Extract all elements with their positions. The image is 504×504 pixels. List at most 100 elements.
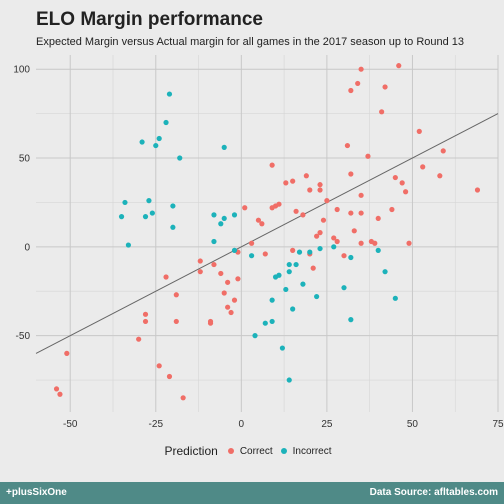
point-correct bbox=[372, 240, 378, 246]
point-incorrect bbox=[348, 254, 354, 261]
point-incorrect bbox=[283, 286, 289, 293]
point-correct bbox=[293, 208, 299, 214]
point-correct bbox=[331, 235, 337, 241]
point-incorrect bbox=[286, 269, 292, 275]
point-incorrect bbox=[170, 203, 176, 209]
point-correct bbox=[163, 274, 169, 280]
point-incorrect bbox=[252, 333, 258, 339]
point-correct bbox=[348, 171, 354, 177]
point-correct bbox=[218, 270, 224, 277]
point-correct bbox=[221, 290, 227, 296]
point-incorrect bbox=[170, 224, 176, 230]
footer-bar: +plusSixOne Data Source: afltables.com bbox=[0, 482, 504, 504]
point-incorrect bbox=[290, 306, 296, 312]
point-correct bbox=[142, 311, 149, 317]
chart-subtitle: Expected Margin versus Actual margin for… bbox=[36, 36, 465, 48]
legend-item-incorrect: Incorrect bbox=[280, 446, 332, 457]
point-correct bbox=[320, 217, 327, 223]
legend-title: Prediction bbox=[164, 444, 218, 458]
scatter-chart: -50 -25 0 25 50 75 -50 0 50 100 bbox=[13, 55, 504, 430]
x-tick-label: 25 bbox=[321, 419, 333, 430]
point-correct bbox=[416, 128, 422, 134]
point-correct bbox=[317, 182, 323, 188]
point-correct bbox=[231, 297, 238, 303]
y-tick-label: 100 bbox=[13, 65, 30, 76]
point-correct bbox=[207, 320, 214, 326]
point-correct bbox=[389, 206, 395, 213]
point-incorrect bbox=[262, 320, 268, 326]
point-incorrect bbox=[139, 139, 145, 145]
point-correct bbox=[283, 180, 289, 186]
point-incorrect bbox=[221, 144, 227, 150]
point-incorrect bbox=[392, 295, 398, 301]
point-correct bbox=[53, 386, 60, 392]
point-correct bbox=[166, 373, 173, 380]
point-incorrect bbox=[348, 317, 354, 323]
x-tick-label: 75 bbox=[492, 419, 504, 430]
footer-brand: +plusSixOne bbox=[6, 487, 67, 498]
point-correct bbox=[392, 174, 398, 181]
point-correct bbox=[379, 109, 385, 115]
point-incorrect bbox=[221, 215, 227, 222]
point-correct bbox=[375, 215, 381, 222]
point-incorrect bbox=[231, 212, 238, 218]
trend-line bbox=[35, 113, 499, 354]
point-incorrect bbox=[249, 253, 255, 259]
point-incorrect bbox=[296, 249, 303, 255]
point-incorrect bbox=[156, 135, 162, 142]
point-incorrect bbox=[153, 142, 159, 149]
point-incorrect bbox=[286, 377, 292, 383]
point-correct bbox=[365, 153, 371, 159]
legend-label-correct: Correct bbox=[239, 445, 273, 457]
point-correct bbox=[310, 265, 316, 271]
point-incorrect bbox=[211, 238, 217, 245]
point-incorrect bbox=[211, 212, 217, 218]
point-correct bbox=[334, 238, 340, 245]
point-incorrect bbox=[317, 245, 323, 252]
point-incorrect bbox=[122, 199, 128, 206]
point-incorrect bbox=[293, 261, 299, 268]
legend-dot-correct bbox=[227, 448, 234, 454]
point-correct bbox=[358, 66, 364, 72]
x-tick-label: -50 bbox=[63, 419, 78, 430]
point-correct bbox=[180, 395, 186, 401]
point-correct bbox=[351, 228, 357, 234]
point-correct bbox=[255, 217, 262, 223]
point-correct bbox=[307, 187, 313, 193]
point-correct bbox=[406, 240, 412, 246]
point-incorrect bbox=[276, 272, 282, 278]
point-incorrect bbox=[382, 269, 388, 275]
point-correct bbox=[242, 205, 248, 211]
point-incorrect bbox=[269, 318, 275, 325]
chart-title: ELO Margin performance bbox=[36, 9, 263, 30]
point-correct bbox=[324, 198, 330, 204]
point-incorrect bbox=[231, 247, 238, 253]
point-correct bbox=[173, 292, 179, 298]
point-correct bbox=[358, 192, 364, 198]
point-incorrect bbox=[341, 285, 347, 291]
point-correct bbox=[399, 180, 405, 186]
point-incorrect bbox=[375, 247, 381, 253]
y-tick-label: -50 bbox=[16, 331, 31, 342]
footer-source: Data Source: afltables.com bbox=[369, 487, 498, 498]
point-correct bbox=[156, 363, 162, 369]
point-correct bbox=[314, 233, 320, 239]
point-incorrect bbox=[314, 293, 320, 300]
point-incorrect bbox=[286, 261, 292, 268]
point-incorrect bbox=[149, 210, 155, 216]
point-correct bbox=[348, 87, 354, 94]
point-correct bbox=[317, 187, 323, 193]
point-correct bbox=[382, 84, 388, 90]
point-incorrect bbox=[125, 242, 131, 248]
point-correct bbox=[348, 210, 354, 216]
point-correct bbox=[403, 189, 409, 195]
point-correct bbox=[358, 240, 364, 246]
point-correct bbox=[437, 173, 443, 179]
point-correct bbox=[344, 142, 351, 149]
point-correct bbox=[303, 173, 309, 179]
point-incorrect bbox=[279, 345, 285, 351]
point-correct bbox=[259, 221, 265, 227]
point-incorrect bbox=[118, 214, 125, 220]
point-incorrect bbox=[269, 297, 275, 303]
y-tick-label: 0 bbox=[24, 242, 30, 253]
